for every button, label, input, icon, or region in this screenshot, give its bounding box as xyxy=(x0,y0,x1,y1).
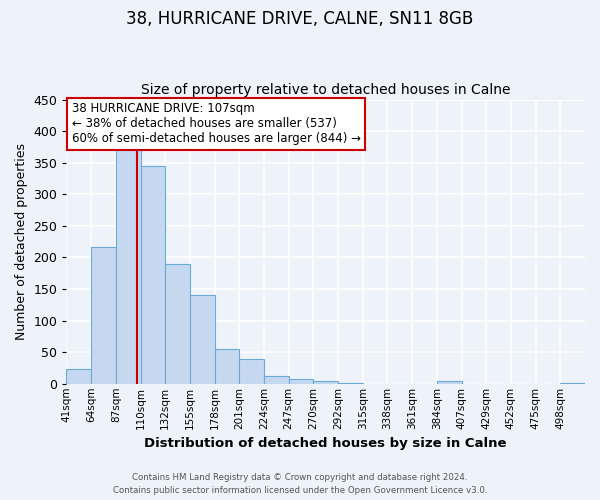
Text: Contains HM Land Registry data © Crown copyright and database right 2024.
Contai: Contains HM Land Registry data © Crown c… xyxy=(113,474,487,495)
Bar xyxy=(116,147,140,384)
Bar xyxy=(215,349,239,384)
Bar xyxy=(338,382,363,384)
X-axis label: Distribution of detached houses by size in Calne: Distribution of detached houses by size … xyxy=(145,437,507,450)
Bar xyxy=(239,359,264,384)
Bar xyxy=(264,376,289,384)
Bar xyxy=(289,380,313,384)
Title: Size of property relative to detached houses in Calne: Size of property relative to detached ho… xyxy=(141,83,511,97)
Bar xyxy=(313,381,338,384)
Text: 38 HURRICANE DRIVE: 107sqm
← 38% of detached houses are smaller (537)
60% of sem: 38 HURRICANE DRIVE: 107sqm ← 38% of deta… xyxy=(71,102,361,146)
Text: 38, HURRICANE DRIVE, CALNE, SN11 8GB: 38, HURRICANE DRIVE, CALNE, SN11 8GB xyxy=(127,10,473,28)
Bar xyxy=(91,246,116,384)
Bar xyxy=(560,382,585,384)
Y-axis label: Number of detached properties: Number of detached properties xyxy=(15,143,28,340)
Bar xyxy=(140,166,165,384)
Bar xyxy=(165,264,190,384)
Bar xyxy=(437,381,461,384)
Bar xyxy=(190,294,215,384)
Bar xyxy=(67,369,91,384)
